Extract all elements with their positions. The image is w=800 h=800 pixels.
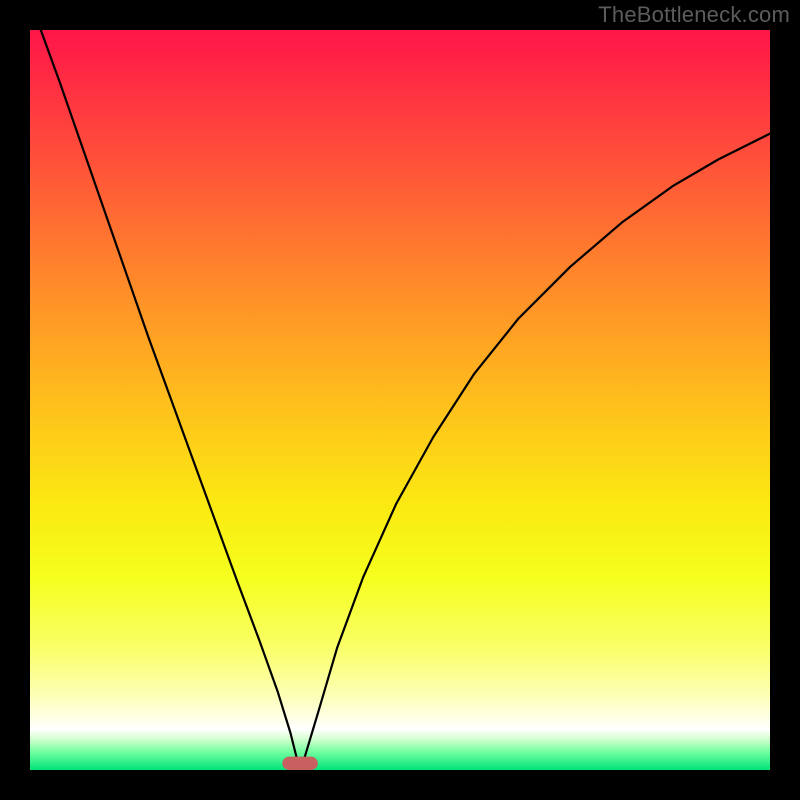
watermark-text: TheBottleneck.com	[598, 2, 790, 28]
gradient-background	[30, 30, 770, 770]
chart-svg	[30, 30, 770, 770]
chart-frame: TheBottleneck.com	[0, 0, 800, 800]
apex-marker	[282, 757, 318, 770]
plot-area	[30, 30, 770, 770]
